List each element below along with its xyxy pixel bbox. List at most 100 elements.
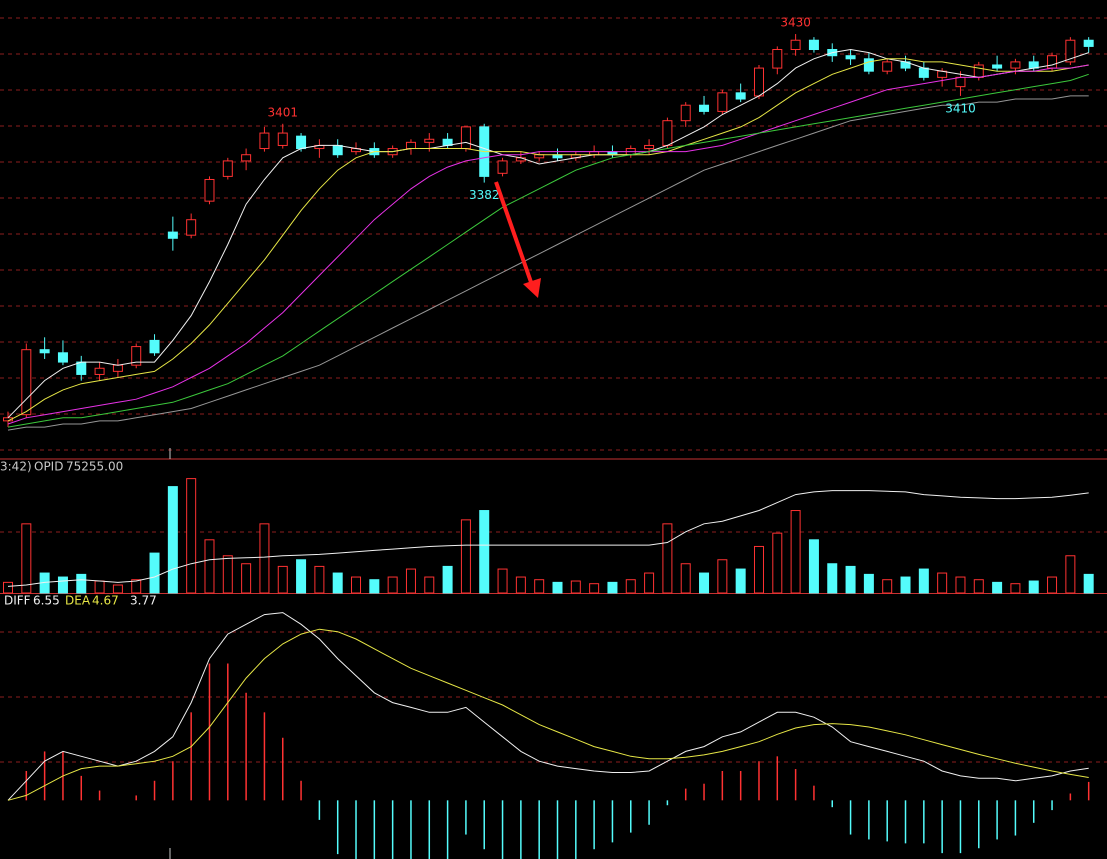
volume-bar [442,565,453,594]
volume-bar [662,523,673,594]
volume-bar [918,568,929,594]
candle-body [808,39,819,51]
grid [0,17,1107,763]
volume-bar [76,573,87,594]
diff-name: DIFF [4,594,31,608]
low-label: 3410 [945,101,976,115]
macd-line [7,612,1089,801]
candle-body [424,138,435,143]
candle-body [112,364,123,372]
volume-bar [1010,583,1021,594]
moving-average-line [7,95,1089,431]
volume-bar [644,572,655,594]
volume-bar [534,579,545,594]
candle-body [662,120,673,146]
candle-body [460,126,471,150]
volume-bar [167,486,178,594]
volume-bar [699,572,710,594]
candle-body [405,141,416,150]
moving-average-line [7,48,1089,419]
macd-line [7,628,1089,801]
candle-body [918,67,929,78]
candle-body [94,367,105,375]
opid-line [7,490,1089,587]
high-label: 3401 [267,105,298,119]
volume-bar [3,581,13,594]
candle-body [497,160,508,174]
volume-bar [204,539,215,594]
low-label: 3382 [469,188,500,202]
volume-bar [314,565,325,594]
macd-readout: 3.77 [130,594,157,608]
candle-body [992,64,1003,69]
candle-body [1010,61,1021,69]
volume-bar [790,510,801,594]
moving-average-line [7,58,1089,422]
candle-body [955,76,966,88]
volume-bar [863,573,874,594]
volume-bar [882,579,893,594]
volume-bar [94,580,105,594]
candle-body [131,346,142,366]
candle-body [21,349,32,416]
candle-body [772,49,783,69]
candle-body [57,352,68,363]
volume-bar [259,523,270,594]
candle-body [699,104,710,112]
candle-body [1047,55,1058,69]
candle-body [39,349,50,354]
volume-bar [515,576,526,594]
volume-bar [607,581,618,594]
candle-body [277,132,288,146]
candle-body [973,64,984,78]
candle-body [644,144,655,150]
candle-body [167,231,178,239]
opid-readout: 75255.00 [66,460,123,474]
candle-body [1065,39,1076,63]
candle-body [222,160,233,177]
volume-bar [1065,555,1076,594]
volume-header: 3:42) [0,460,32,474]
volume-bar [735,568,746,594]
candle-body [1083,39,1094,47]
volume-bar [937,572,948,594]
volume-bar [680,563,691,594]
volume-bar [808,539,819,594]
volume-bar [992,581,1003,594]
volume-bar [296,559,307,594]
candle-body [76,361,87,375]
candle-body [296,135,307,150]
volume-bar [21,523,32,594]
high-label: 3430 [780,16,811,30]
candle-body [149,339,160,354]
volume-bar [1047,576,1058,594]
volume-bar [369,579,380,594]
volume-bar [57,576,68,594]
volume-bar [1028,580,1039,594]
volume-bar [827,563,838,594]
dea-name: DEA [65,594,91,608]
volume-bar [589,583,600,594]
volume-bar [552,581,563,594]
candle-body [241,154,252,162]
volume-bar [625,579,636,594]
volume-bar [405,568,416,594]
candle-body [717,92,728,112]
volume-bar [332,572,343,594]
candle-body [882,61,893,72]
diff-readout: 6.55 [33,594,60,608]
candle-body [735,92,746,100]
candle-body [845,55,856,60]
volume-bar [753,545,764,594]
dea-readout: 4.67 [92,594,119,608]
volume-bar [351,576,362,594]
volume-bar [131,579,142,594]
volume-bar [772,532,783,594]
moving-average-line [7,64,1089,425]
candle-body [186,219,197,236]
volume-bar [845,565,856,594]
volume-bar [149,552,160,594]
volume-bar [460,519,471,594]
